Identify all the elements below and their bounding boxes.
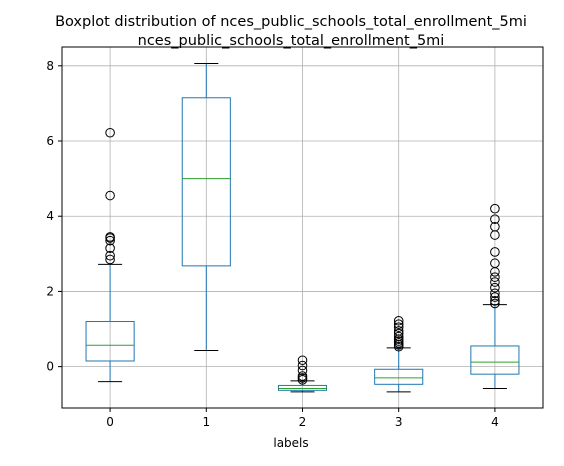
x-tick-label: 1: [202, 415, 210, 429]
iqr-box: [181, 97, 231, 267]
outlier-point: [490, 203, 500, 214]
x-tick-label: 2: [299, 415, 307, 429]
box-group-0: [85, 127, 135, 383]
outlier-point: [105, 190, 115, 201]
axes: 0 2 4 6 8 0 1 2 3 4: [46, 46, 544, 429]
outlier-point: [297, 371, 308, 381]
x-tick-label: 4: [491, 415, 499, 429]
outlier-point: [105, 232, 115, 242]
plot-area: [85, 63, 520, 393]
outlier-point: [490, 247, 500, 257]
grid-lines: [62, 47, 543, 408]
outlier-point: [490, 296, 500, 306]
chart-title: Boxplot distribution of nces_public_scho…: [55, 14, 527, 30]
outlier-point: [490, 258, 500, 269]
chart-subtitle: nces_public_schools_total_enrollment_5mi: [138, 33, 445, 49]
outlier-point: [105, 243, 115, 253]
y-tick-label: 4: [46, 209, 54, 223]
outlier-point: [105, 250, 115, 261]
y-tick-label: 8: [46, 59, 54, 73]
outlier-point: [490, 214, 500, 225]
iqr-box: [470, 345, 520, 375]
outlier-point: [393, 315, 404, 326]
outlier-point: [393, 326, 404, 336]
outlier-point: [490, 272, 500, 282]
y-tick-label: 0: [46, 360, 54, 374]
box-group-3: [374, 315, 424, 393]
outlier-point: [393, 322, 404, 332]
outlier-point: [297, 365, 308, 376]
outlier-point: [105, 127, 115, 138]
iqr-box: [85, 321, 135, 362]
iqr-box: [374, 368, 424, 385]
outlier-point: [490, 277, 500, 287]
outlier-point: [297, 355, 308, 366]
box-group-2: [277, 355, 328, 393]
outlier-point: [393, 328, 404, 339]
outlier-point: [297, 360, 308, 371]
outlier-point: [105, 254, 115, 265]
outlier-point: [393, 331, 404, 342]
x-tick-label: 3: [395, 415, 403, 429]
x-tick-label: 0: [106, 415, 114, 429]
outlier-point: [490, 288, 500, 299]
outlier-point: [490, 221, 500, 232]
outlier-point: [490, 282, 500, 293]
y-tick-label: 6: [46, 134, 54, 148]
box-group-1: [181, 63, 231, 351]
y-tick-label: 2: [46, 284, 54, 298]
box-group-4: [470, 203, 520, 389]
outlier-point: [490, 292, 500, 302]
outlier-point: [105, 235, 115, 246]
iqr-box: [277, 384, 328, 391]
x-axis-label: labels: [273, 436, 308, 450]
outlier-point: [490, 298, 500, 309]
outlier-point: [393, 319, 404, 329]
